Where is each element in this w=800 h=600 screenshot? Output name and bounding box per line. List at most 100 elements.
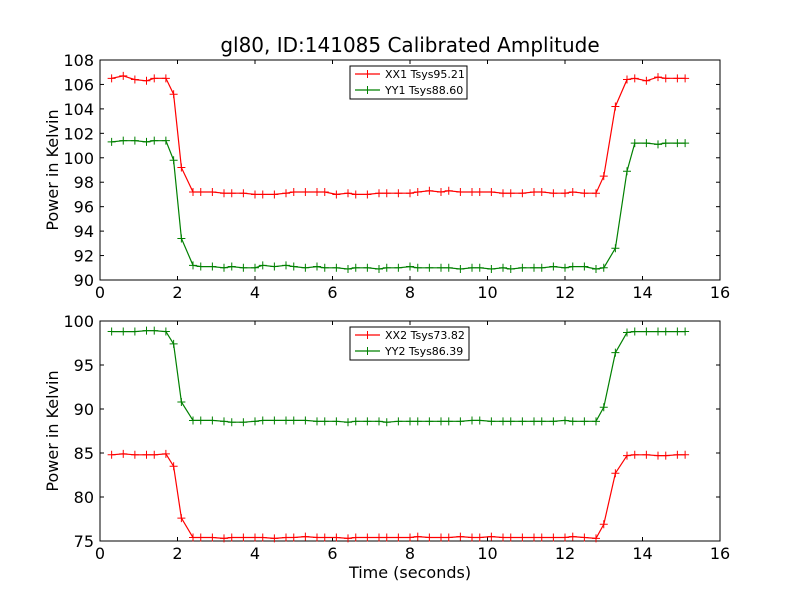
data-point — [654, 451, 662, 460]
data-point — [642, 450, 651, 459]
data-point — [161, 327, 170, 336]
data-point — [475, 263, 484, 272]
data-point — [382, 263, 391, 272]
data-point — [270, 534, 279, 543]
data-point — [425, 263, 434, 272]
data-point — [270, 262, 279, 271]
data-point — [177, 514, 186, 523]
data-point — [661, 327, 670, 336]
bottom-plot: 0 2 4 6 8 10 12 14 16 75 80 85 90 95 100 Power in Kelvi… — [43, 312, 730, 582]
chart-title: gl80, ID:141085 Calibrated Amplitude — [220, 33, 599, 57]
y-tick-label: 102 — [63, 124, 94, 143]
data-point — [437, 188, 445, 196]
data-point — [239, 418, 248, 427]
data-point — [189, 261, 197, 270]
legend: XX2 Tsys73.82 YY2 Tsys86.39 — [349, 326, 470, 361]
data-point — [518, 533, 527, 542]
y-tick-label: 92 — [74, 247, 94, 266]
data-point — [413, 263, 422, 272]
data-point — [227, 533, 236, 542]
data-point — [444, 186, 453, 195]
data-point — [251, 190, 259, 199]
data-point — [301, 263, 310, 272]
data-point — [196, 533, 205, 542]
data-point — [313, 262, 321, 271]
data-point — [681, 327, 690, 336]
data-point — [444, 533, 453, 542]
x-tick-label: 12 — [555, 544, 575, 563]
data-point — [537, 417, 546, 426]
data-point — [119, 71, 128, 80]
data-point — [394, 189, 403, 198]
data-point — [270, 190, 279, 199]
data-point — [642, 139, 651, 148]
data-point — [580, 417, 589, 426]
y-tick-label: 96 — [74, 198, 94, 217]
data-point — [196, 262, 205, 271]
data-point — [530, 533, 538, 542]
y-tick-label: 106 — [63, 75, 94, 94]
data-point — [413, 532, 422, 541]
legend-label: YY2 Tsys86.39 — [384, 345, 463, 358]
data-point — [592, 189, 600, 198]
data-point — [681, 74, 690, 83]
data-point — [468, 188, 476, 196]
data-point — [107, 74, 116, 83]
data-point — [189, 533, 197, 542]
data-point — [282, 261, 290, 270]
data-point — [642, 76, 651, 85]
data-point — [623, 167, 631, 176]
y-tick-label: 108 — [63, 51, 94, 70]
data-point — [142, 326, 151, 335]
data-point — [592, 265, 600, 273]
data-point — [506, 533, 515, 542]
x-axis-label: Time (seconds) — [348, 563, 471, 582]
data-point — [363, 417, 372, 426]
data-point — [208, 533, 217, 542]
data-point — [320, 417, 329, 426]
data-point — [196, 188, 205, 196]
data-point — [382, 189, 391, 198]
data-point — [630, 450, 639, 459]
y-axis-label: Power in Kelvin — [43, 370, 62, 491]
data-point — [568, 188, 577, 196]
x-tick-label: 0 — [95, 283, 105, 302]
data-point — [611, 348, 620, 357]
data-point — [344, 189, 352, 198]
data-point — [568, 417, 577, 426]
data-point — [630, 327, 639, 336]
data-point — [623, 451, 631, 460]
data-point — [130, 136, 139, 145]
data-point — [499, 189, 507, 198]
data-point — [456, 188, 465, 196]
data-point — [150, 326, 159, 335]
data-point — [661, 74, 670, 83]
data-point — [220, 189, 228, 198]
data-point — [611, 244, 620, 253]
data-point — [487, 417, 496, 426]
data-point — [220, 534, 228, 543]
data-point — [332, 190, 341, 199]
data-point — [239, 263, 248, 272]
y-tick-label: 95 — [74, 356, 94, 375]
data-point — [444, 263, 453, 272]
data-point — [169, 156, 178, 165]
data-point — [437, 417, 445, 426]
x-tick-label: 14 — [632, 544, 652, 563]
data-point — [351, 417, 360, 426]
data-point — [394, 263, 403, 272]
data-point — [661, 139, 670, 148]
data-point — [506, 265, 515, 273]
x-tick-label: 8 — [405, 544, 415, 563]
y-tick-label: 80 — [74, 488, 94, 507]
data-point — [654, 73, 662, 82]
data-point — [487, 265, 496, 273]
data-point — [150, 74, 159, 83]
data-point — [425, 186, 434, 195]
data-point — [375, 533, 383, 542]
data-point — [130, 327, 139, 336]
data-point — [580, 533, 589, 542]
data-point — [363, 190, 372, 199]
data-point — [301, 532, 310, 541]
